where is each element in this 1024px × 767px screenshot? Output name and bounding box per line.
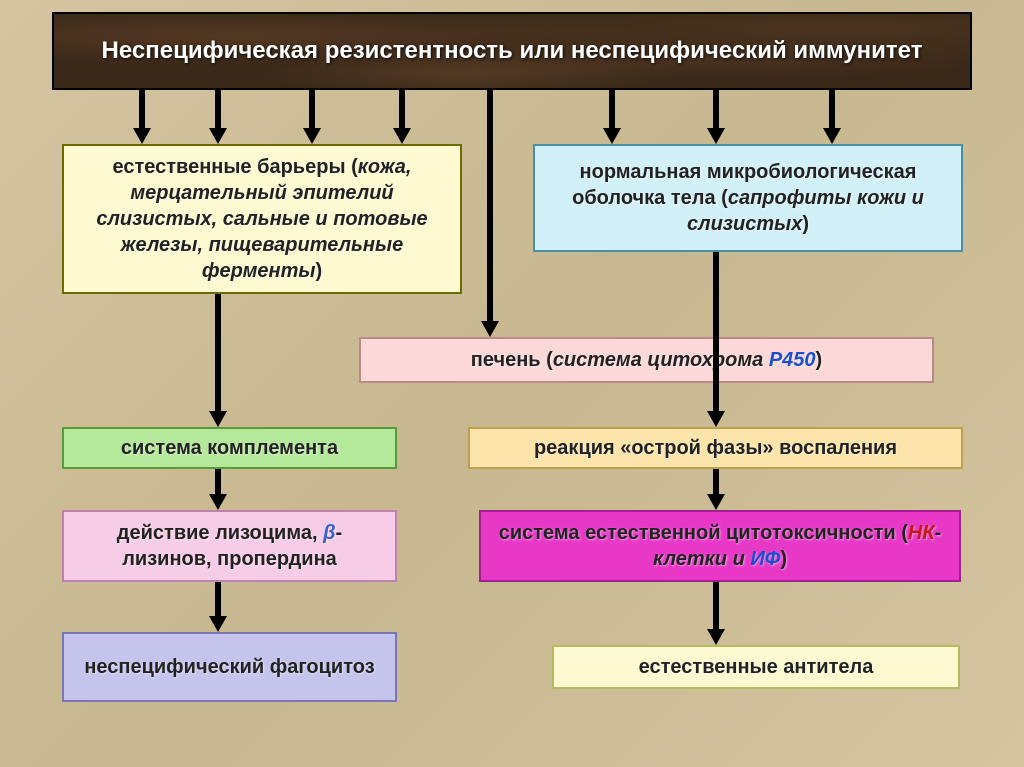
arrow-head-12	[707, 494, 725, 510]
node-microbio-label: нормальная микробиологическая оболочка т…	[547, 159, 949, 237]
node-lysozyme-label: действие лизоцима, β-лизинов, пропердина	[76, 520, 383, 572]
arrow-shaft-0	[139, 90, 145, 130]
node-liver-label: печень (система цитохрома Р450)	[471, 347, 822, 373]
arrow-head-1	[209, 128, 227, 144]
node-phago-label: неспецифический фагоцитоз	[84, 654, 374, 680]
node-antibodies-label: естественные антитела	[639, 654, 874, 680]
arrow-head-7	[823, 128, 841, 144]
node-complement: система комплемента	[62, 427, 397, 469]
arrow-shaft-7	[829, 90, 835, 130]
arrow-shaft-2	[309, 90, 315, 130]
arrow-shaft-11	[713, 252, 719, 413]
node-complement-label: система комплемента	[121, 435, 338, 461]
arrow-shaft-12	[713, 469, 719, 496]
node-microbio: нормальная микробиологическая оболочка т…	[533, 144, 963, 252]
arrow-head-2	[303, 128, 321, 144]
arrow-shaft-10	[215, 582, 221, 618]
arrow-head-9	[209, 494, 227, 510]
node-cyto: система естественной цитотоксичности (НК…	[479, 510, 961, 582]
arrow-shaft-5	[609, 90, 615, 130]
arrow-shaft-13	[713, 582, 719, 631]
arrow-head-8	[209, 411, 227, 427]
arrow-shaft-4	[487, 90, 493, 323]
arrow-head-3	[393, 128, 411, 144]
node-barriers: естественные барьеры (кожа, мерцательный…	[62, 144, 462, 294]
node-phago: неспецифический фагоцитоз	[62, 632, 397, 702]
arrow-shaft-3	[399, 90, 405, 130]
arrow-shaft-1	[215, 90, 221, 130]
arrow-head-10	[209, 616, 227, 632]
arrow-head-5	[603, 128, 621, 144]
node-antibodies: естественные антитела	[552, 645, 960, 689]
node-barriers-label: естественные барьеры (кожа, мерцательный…	[76, 154, 448, 284]
arrow-head-0	[133, 128, 151, 144]
arrow-head-6	[707, 128, 725, 144]
node-acute-label: реакция «острой фазы» воспаления	[534, 435, 897, 461]
arrow-head-4	[481, 321, 499, 337]
node-lysozyme: действие лизоцима, β-лизинов, пропердина	[62, 510, 397, 582]
header-title: Неспецифическая резистентность или неспе…	[52, 12, 972, 90]
node-acute: реакция «острой фазы» воспаления	[468, 427, 963, 469]
arrow-shaft-6	[713, 90, 719, 130]
arrow-shaft-9	[215, 469, 221, 496]
arrow-head-13	[707, 629, 725, 645]
node-cyto-label: система естественной цитотоксичности (НК…	[493, 520, 947, 572]
arrow-shaft-8	[215, 294, 221, 413]
node-liver: печень (система цитохрома Р450)	[359, 337, 934, 383]
arrow-head-11	[707, 411, 725, 427]
